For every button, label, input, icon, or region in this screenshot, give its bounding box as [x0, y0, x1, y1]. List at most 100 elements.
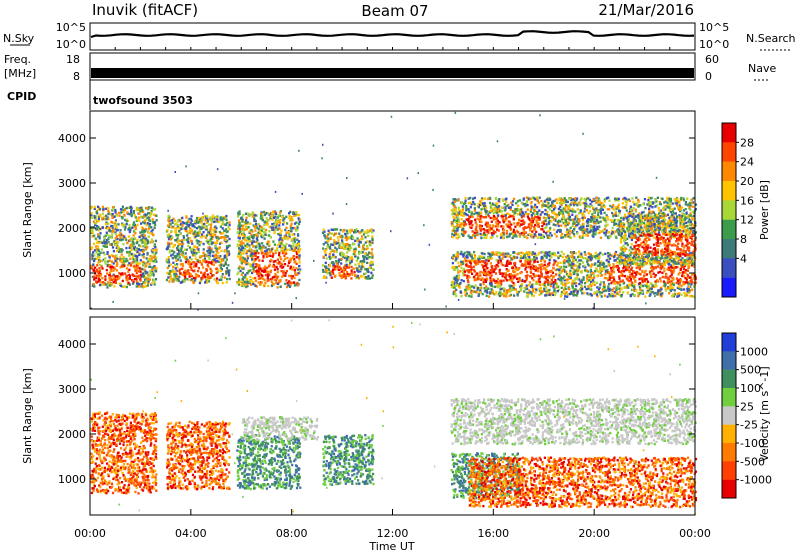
- power-echo-cell: [172, 266, 174, 268]
- power-echo-cell: [211, 243, 213, 245]
- power-echo-cell: [281, 216, 283, 218]
- power-echo-cell: [635, 209, 637, 211]
- power-echo-cell: [279, 237, 281, 239]
- power-echo-cell: [105, 208, 107, 210]
- power-echo-cell: [170, 254, 172, 256]
- power-echo-cell: [187, 245, 189, 247]
- power-echo-cell: [525, 227, 527, 229]
- power-echo-cell: [469, 223, 471, 225]
- power-echo-cell: [277, 286, 279, 288]
- power-echo-cell: [277, 244, 279, 246]
- power-echo-cell: [131, 261, 133, 263]
- power-echo-cell: [564, 285, 566, 287]
- power-echo-cell: [278, 252, 280, 254]
- power-echo-cell: [584, 205, 586, 207]
- power-echo-cell: [327, 233, 329, 235]
- power-echo-cell: [456, 266, 458, 268]
- power-echo-cell: [351, 269, 353, 271]
- power-echo-cell: [282, 250, 284, 252]
- power-echo-cell: [245, 226, 247, 228]
- power-echo-cell: [254, 285, 256, 287]
- power-echo-cell: [93, 215, 95, 217]
- power-echo-cell: [263, 231, 265, 233]
- power-echo-cell: [464, 197, 466, 199]
- power-echo-cell: [612, 231, 614, 233]
- power-echo-cell: [112, 213, 114, 215]
- power-echo-cell: [219, 246, 221, 248]
- power-echo-cell: [130, 206, 132, 208]
- power-echo-cell: [282, 272, 284, 274]
- power-echo-cell: [97, 245, 99, 247]
- power-echo-cell: [187, 273, 189, 275]
- power-echo-cell: [640, 215, 642, 217]
- power-echo-cell: [278, 241, 280, 243]
- power-echo-cell: [591, 213, 593, 215]
- power-echo-cell: [517, 200, 519, 202]
- power-echo-cell: [277, 216, 279, 218]
- power-echo-cell: [278, 214, 280, 216]
- power-echo-cell: [458, 209, 460, 211]
- power-echo-cell: [576, 215, 578, 217]
- power-echo-cell: [98, 220, 100, 222]
- power-echo-cell: [144, 213, 146, 215]
- power-echo-cell: [216, 242, 218, 244]
- power-echo-cell: [468, 221, 470, 223]
- power-echo-cell: [224, 256, 226, 258]
- power-echo-cell: [457, 233, 459, 235]
- power-echo-cell: [343, 245, 345, 247]
- power-echo-cell: [354, 250, 356, 252]
- power-echo-cell: [549, 227, 551, 229]
- power-echo-cell: [259, 247, 261, 249]
- power-echo-cell: [564, 219, 566, 221]
- power-echo-cell: [273, 217, 275, 219]
- power-echo-cell: [279, 228, 281, 230]
- power-echo-cell: [299, 248, 301, 250]
- power-echo-cell: [168, 280, 170, 282]
- power-echo-cell: [250, 280, 252, 282]
- power-echo-cell: [299, 254, 301, 256]
- power-echo-cell: [639, 219, 641, 221]
- power-echo-cell: [524, 205, 526, 207]
- power-echo-cell: [354, 231, 356, 233]
- power-echo-cell: [344, 233, 346, 235]
- power-echo-cell: [574, 218, 576, 220]
- power-echo-cell: [252, 255, 254, 257]
- power-echo-cell: [480, 237, 482, 239]
- power-echo-cell: [546, 211, 548, 213]
- power-echo-cell: [129, 247, 131, 249]
- power-echo-cell: [618, 204, 620, 206]
- power-echo-cell: [683, 209, 685, 211]
- power-echo-cell: [181, 251, 183, 253]
- power-echo-cell: [265, 229, 267, 231]
- power-echo-cell: [221, 258, 223, 260]
- power-echo-cell: [360, 268, 362, 270]
- power-echo-cell: [478, 213, 480, 215]
- power-echo-cell: [534, 216, 536, 218]
- power-echo-cell: [216, 260, 218, 262]
- power-echo-cell: [129, 251, 131, 253]
- power-echo-cell: [206, 281, 208, 283]
- power-echo-cell: [124, 272, 126, 274]
- power-echo-cell: [584, 228, 586, 230]
- power-echo-cell: [501, 215, 503, 217]
- power-echo-cell: [266, 243, 268, 245]
- power-echo-cell: [586, 209, 588, 211]
- power-echo-cell: [112, 208, 114, 210]
- power-echo-cell: [211, 274, 213, 276]
- power-echo-cell: [291, 223, 293, 225]
- power-echo-cell: [500, 233, 502, 235]
- power-echo-cell: [282, 237, 284, 239]
- power-echo-cell: [199, 232, 201, 234]
- power-echo-cell: [534, 291, 536, 293]
- power-echo-cell: [112, 255, 114, 257]
- power-echo-cell: [90, 267, 92, 269]
- power-echo-cell: [224, 239, 226, 241]
- power-echo-cell: [96, 228, 98, 230]
- power-echo-cell: [676, 202, 678, 204]
- power-echo-cell: [598, 210, 600, 212]
- power-echo-cell: [106, 218, 108, 220]
- power-echo-cell: [144, 230, 146, 232]
- power-echo-cell: [275, 229, 277, 231]
- power-echo-cell: [502, 225, 504, 227]
- power-echo-cell: [189, 275, 191, 277]
